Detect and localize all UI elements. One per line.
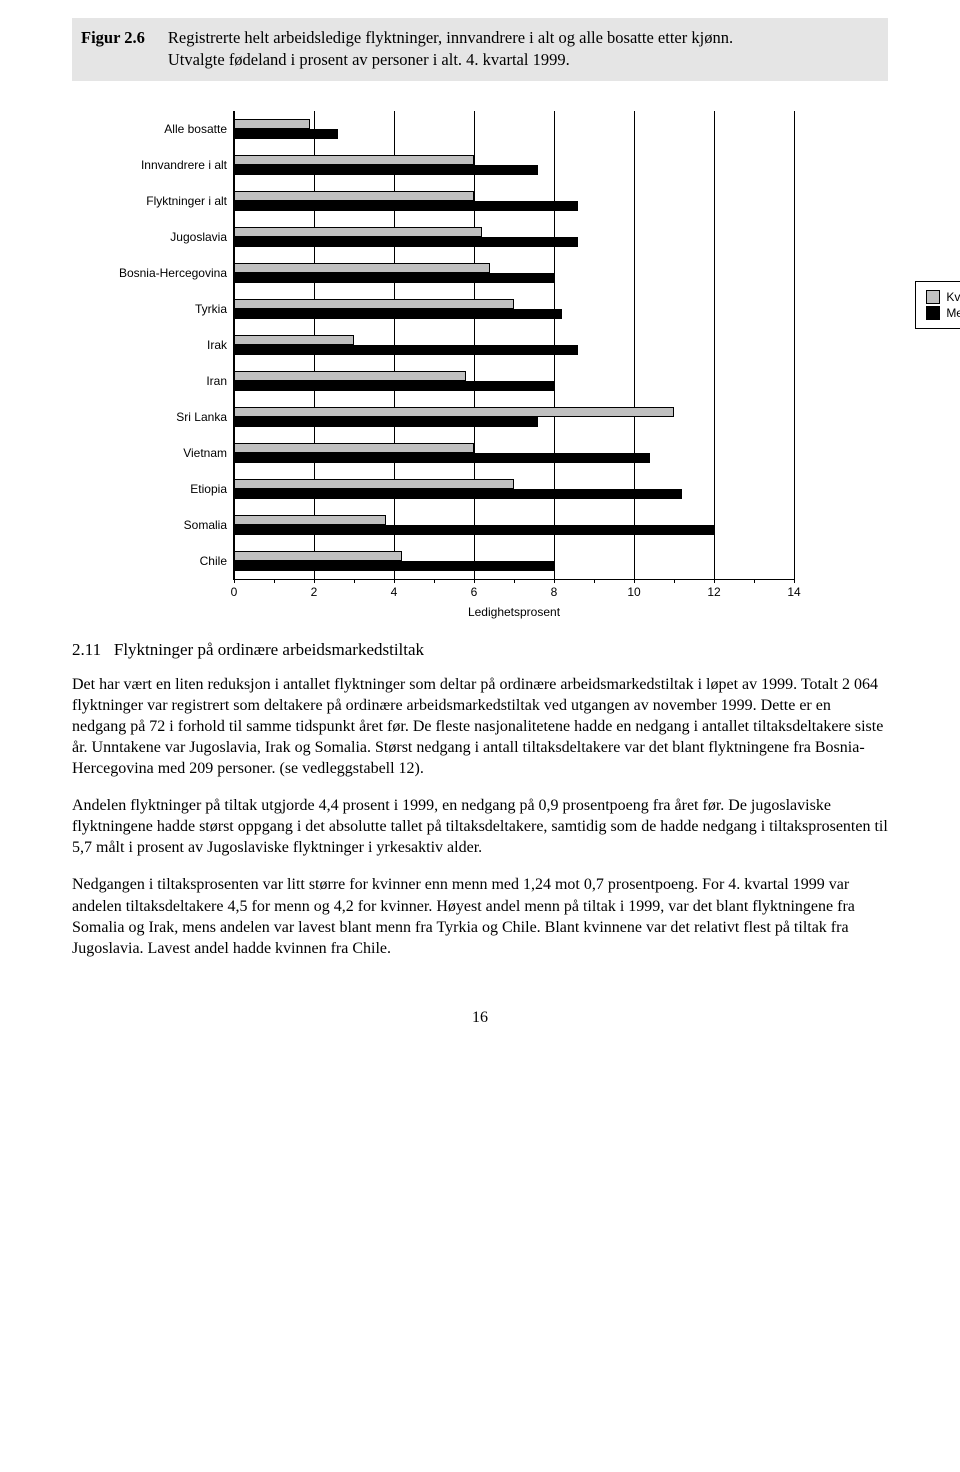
chart-legend: Kvinner Menn — [915, 281, 960, 329]
bar-menn — [234, 561, 554, 571]
chart-category-row — [234, 507, 794, 543]
chart-category-row — [234, 183, 794, 219]
x-tick-label: 4 — [391, 585, 398, 599]
bar-menn — [234, 489, 682, 499]
chart-category-row — [234, 255, 794, 291]
bar-kvinner — [234, 191, 474, 201]
page-number: 16 — [72, 1009, 888, 1027]
legend-label-menn: Menn — [946, 306, 960, 320]
y-axis-category-label: Alle bosatte — [112, 111, 227, 147]
bar-kvinner — [234, 263, 490, 273]
bar-kvinner — [234, 335, 354, 345]
y-axis-category-label: Jugoslavia — [112, 219, 227, 255]
y-axis-category-label: Irak — [112, 327, 227, 363]
chart-category-row — [234, 399, 794, 435]
y-axis-category-label: Etiopia — [112, 471, 227, 507]
y-axis-category-label: Flyktninger i alt — [112, 183, 227, 219]
bar-menn — [234, 273, 554, 283]
bar-menn — [234, 525, 714, 535]
y-axis-category-label: Chile — [112, 543, 227, 579]
x-tick-label: 6 — [471, 585, 478, 599]
bar-kvinner — [234, 299, 514, 309]
chart-category-row — [234, 327, 794, 363]
y-axis-category-label: Vietnam — [112, 435, 227, 471]
chart-plot-area: 02468101214 Ledighetsprosent — [233, 111, 794, 580]
bar-kvinner — [234, 119, 310, 129]
figure-caption-text: Registrerte helt arbeidsledige flyktning… — [167, 26, 734, 73]
bar-kvinner — [234, 443, 474, 453]
bar-kvinner — [234, 371, 466, 381]
body-paragraph: Det har vært en liten reduksjon i antall… — [72, 674, 888, 780]
body-paragraph: Nedgangen i tiltaksprosenten var litt st… — [72, 874, 888, 958]
y-axis-category-label: Bosnia-Hercegovina — [112, 255, 227, 291]
x-tick-label: 12 — [707, 585, 720, 599]
body-paragraph: Andelen flyktninger på tiltak utgjorde 4… — [72, 795, 888, 858]
y-axis-category-label: Iran — [112, 363, 227, 399]
x-tick-label: 0 — [231, 585, 238, 599]
y-axis-category-label: Sri Lanka — [112, 399, 227, 435]
x-axis-title: Ledighetsprosent — [234, 605, 794, 619]
bar-menn — [234, 417, 538, 427]
x-tick-label: 8 — [551, 585, 558, 599]
chart-category-row — [234, 435, 794, 471]
bar-kvinner — [234, 407, 674, 417]
figure-caption: Figur 2.6 Registrerte helt arbeidsledige… — [72, 18, 888, 81]
bar-menn — [234, 201, 578, 211]
bar-kvinner — [234, 227, 482, 237]
legend-swatch-menn — [926, 306, 940, 320]
y-axis-category-label: Tyrkia — [112, 291, 227, 327]
bar-menn — [234, 381, 554, 391]
bar-kvinner — [234, 155, 474, 165]
chart-category-row — [234, 111, 794, 147]
bar-menn — [234, 453, 650, 463]
bar-kvinner — [234, 479, 514, 489]
section-heading: 2.11 Flyktninger på ordinære arbeidsmark… — [72, 640, 888, 660]
chart-category-row — [234, 291, 794, 327]
y-axis-labels: Alle bosatteInnvandrere i altFlyktninger… — [112, 111, 233, 580]
legend-label-kvinner: Kvinner — [946, 290, 960, 304]
chart-category-row — [234, 363, 794, 399]
bar-menn — [234, 165, 538, 175]
bar-kvinner — [234, 515, 386, 525]
y-axis-category-label: Innvandrere i alt — [112, 147, 227, 183]
chart-bars — [234, 111, 794, 579]
chart-category-row — [234, 219, 794, 255]
chart-category-row — [234, 543, 794, 579]
figure-label: Figur 2.6 — [80, 26, 165, 73]
bar-chart: Alle bosatteInnvandrere i altFlyktninger… — [112, 111, 888, 580]
bar-kvinner — [234, 551, 402, 561]
bar-menn — [234, 309, 562, 319]
bar-menn — [234, 237, 578, 247]
x-tick-label: 14 — [787, 585, 800, 599]
x-tick-label: 2 — [311, 585, 318, 599]
bar-menn — [234, 345, 578, 355]
chart-category-row — [234, 147, 794, 183]
y-axis-category-label: Somalia — [112, 507, 227, 543]
x-tick-label: 10 — [627, 585, 640, 599]
bar-menn — [234, 129, 338, 139]
chart-category-row — [234, 471, 794, 507]
legend-swatch-kvinner — [926, 290, 940, 304]
